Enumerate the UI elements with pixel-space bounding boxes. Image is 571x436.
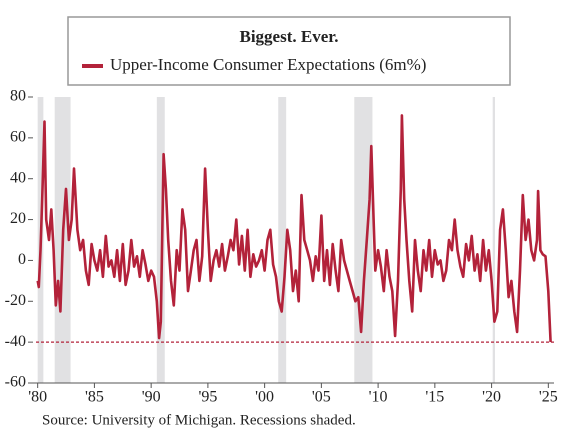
- x-tick-label: '80: [28, 389, 47, 406]
- recession-band: [492, 97, 495, 383]
- y-tick-label: 20: [10, 210, 26, 227]
- x-tick-label: '10: [369, 389, 388, 406]
- recession-band: [156, 97, 165, 383]
- x-tick-label: '85: [85, 389, 104, 406]
- x-tick-label: '05: [312, 389, 331, 406]
- x-tick-label: '25: [539, 389, 558, 406]
- legend-label: Upper-Income Consumer Expectations (6m%): [110, 55, 426, 74]
- annotation: Source: University of Michigan. Recessio…: [42, 412, 356, 428]
- y-tick-label: 80: [10, 88, 26, 105]
- chart-title: Biggest. Ever.: [239, 27, 338, 46]
- y-tick-label: -20: [5, 292, 26, 309]
- x-tick-label: '95: [198, 389, 217, 406]
- x-tick-label: '20: [482, 389, 501, 406]
- y-tick-label: -40: [5, 333, 26, 350]
- x-tick-label: '15: [425, 389, 444, 406]
- recession-band: [278, 97, 287, 383]
- legend-box: [67, 16, 511, 86]
- plot-area: -60 -40 -20 0 20 40 60 80 '80 '85 '90 '95 '00 '05 '10 '…: [5, 88, 558, 406]
- data-line: [36, 114, 552, 343]
- y-tick-label: -60: [5, 374, 26, 391]
- recession-band: [354, 97, 373, 383]
- x-tick-label: '90: [142, 389, 161, 406]
- y-tick-label: 40: [10, 169, 26, 186]
- y-tick-label: 60: [10, 129, 26, 146]
- y-tick-label: 0: [18, 251, 26, 268]
- x-tick-label: '00: [255, 389, 274, 406]
